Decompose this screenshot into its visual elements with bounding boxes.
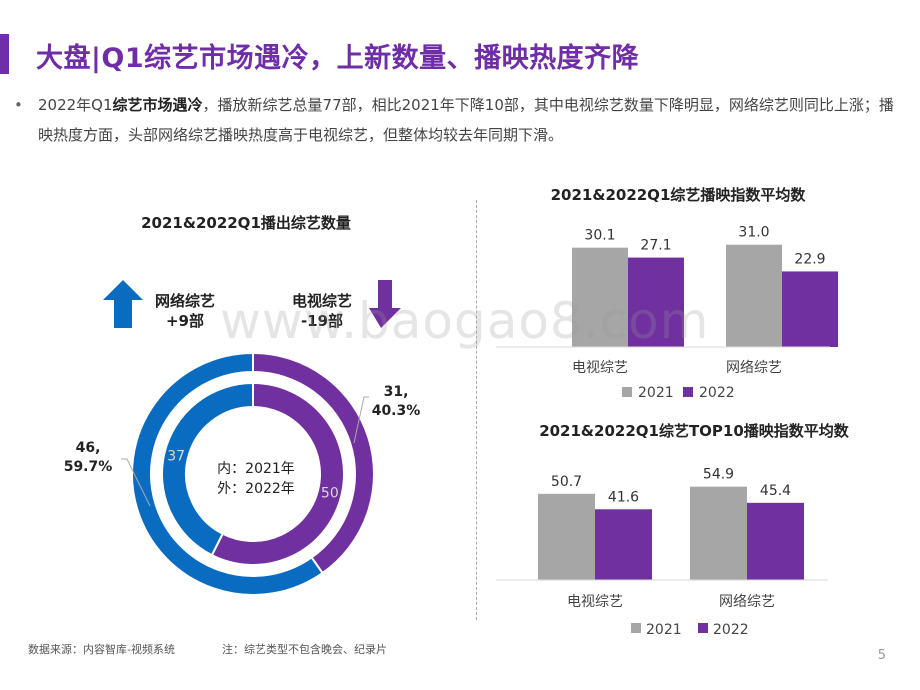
center-label-inner: 内：2021年: [217, 461, 295, 477]
section-divider: [476, 200, 477, 620]
bar-tv-2022: [628, 257, 684, 347]
outer-net-label: 46,: [76, 440, 101, 456]
bar-chart-top10: 2021&2022Q1综艺TOP10播映指数平均数 50.7 41.6 54.9 45…: [496, 422, 850, 638]
bar-net-2022: [782, 271, 838, 347]
donut-chart: 2021&2022Q1播出综艺数量 网络综艺 +9部 电视综艺 -19部 50 3…: [64, 214, 421, 596]
bar-value-label-net-2022: 22.9: [794, 251, 825, 267]
title-accent-bar: [0, 34, 9, 74]
watermark: www.baogao8.com: [220, 292, 710, 350]
outer-tv-label: 31,: [384, 384, 409, 400]
legend-label-2022: 2022: [699, 385, 735, 401]
bar-tv-2021: [572, 247, 628, 347]
legend-swatch-2021: [622, 387, 632, 397]
bar-net-2021: [690, 486, 747, 580]
bar-net-2022: [747, 502, 804, 580]
center-label-outer: 外：2022年: [217, 481, 295, 497]
legend-label-2021: 2021: [638, 385, 674, 401]
bar-value-label-tv-2022: 41.6: [608, 489, 639, 505]
legend-swatch-2021: [631, 623, 641, 633]
bar-value-label-tv-2021: 30.1: [584, 228, 615, 244]
legend-swatch-2022: [698, 623, 708, 633]
outer-tv-pct: 40.3%: [372, 403, 421, 419]
arrow-up-icon: [103, 280, 143, 328]
bullet-marker: •: [14, 96, 23, 114]
bar-chart-avg: 2021&2022Q1综艺播映指数平均数 30.1 27.1 31.0 22.9 电视…: [496, 186, 838, 401]
bar-chart-avg-title: 2021&2022Q1综艺播映指数平均数: [551, 186, 807, 204]
bar-tv-2021: [538, 493, 595, 580]
legend-swatch-2022: [683, 387, 693, 397]
outer-net-pct: 59.7%: [64, 459, 113, 475]
indicator-net-change: +9部: [166, 312, 204, 330]
footer-note: 注：综艺类型不包含晚会、纪录片: [222, 643, 387, 656]
inner-slice-net: [161, 381, 254, 557]
indicator-net-name: 网络综艺: [155, 292, 215, 310]
category-label-tv: 电视综艺: [567, 594, 623, 610]
legend-label-2022: 2022: [713, 622, 749, 638]
indicator-tv-change: -19部: [301, 312, 343, 330]
bar-chart-top10-title: 2021&2022Q1综艺TOP10播映指数平均数: [539, 422, 850, 440]
bar-value-label-net-2022: 45.4: [760, 483, 791, 499]
summary-prefix: 2022年Q1: [38, 96, 113, 114]
footer-source: 数据来源：内容智库-视频系统: [28, 643, 175, 656]
bar-tv-2022: [595, 509, 652, 580]
leader-line-tv: [353, 396, 369, 444]
page-number: 5: [877, 648, 886, 663]
summary-paragraph: • 2022年Q1综艺市场遇冷，播放新综艺总量77部，相比2021年下降10部，…: [14, 90, 904, 150]
bar-value-label-tv-2022: 27.1: [640, 238, 671, 254]
category-label-tv: 电视综艺: [572, 360, 628, 376]
inner-net-value-label: 37: [167, 449, 185, 465]
inner-tv-value-label: 50: [321, 485, 339, 501]
bar-net-2021: [726, 244, 782, 347]
page-title: 大盘|Q1综艺市场遇冷，上新数量、播映热度齐降: [36, 43, 640, 74]
donut-title: 2021&2022Q1播出综艺数量: [141, 214, 351, 232]
indicator-tv-name: 电视综艺: [292, 292, 352, 310]
bar-value-label-net-2021: 31.0: [738, 225, 769, 241]
legend-label-2021: 2021: [646, 622, 682, 638]
bar-value-label-tv-2021: 50.7: [551, 474, 582, 490]
summary-bold: 综艺市场遇冷: [112, 96, 203, 114]
category-label-net: 网络综艺: [726, 360, 782, 376]
category-label-net: 网络综艺: [719, 594, 775, 610]
arrow-down-icon: [369, 280, 401, 328]
inner-slice-tv: [210, 381, 345, 566]
summary-rest: ，播放新综艺总量77部，相比2021年下降10部，其中电视综艺数量下降明显，网络…: [38, 96, 894, 144]
leader-line-net: [121, 458, 151, 507]
outer-slice-net: [131, 351, 324, 596]
bar-value-label-net-2021: 54.9: [703, 467, 734, 483]
